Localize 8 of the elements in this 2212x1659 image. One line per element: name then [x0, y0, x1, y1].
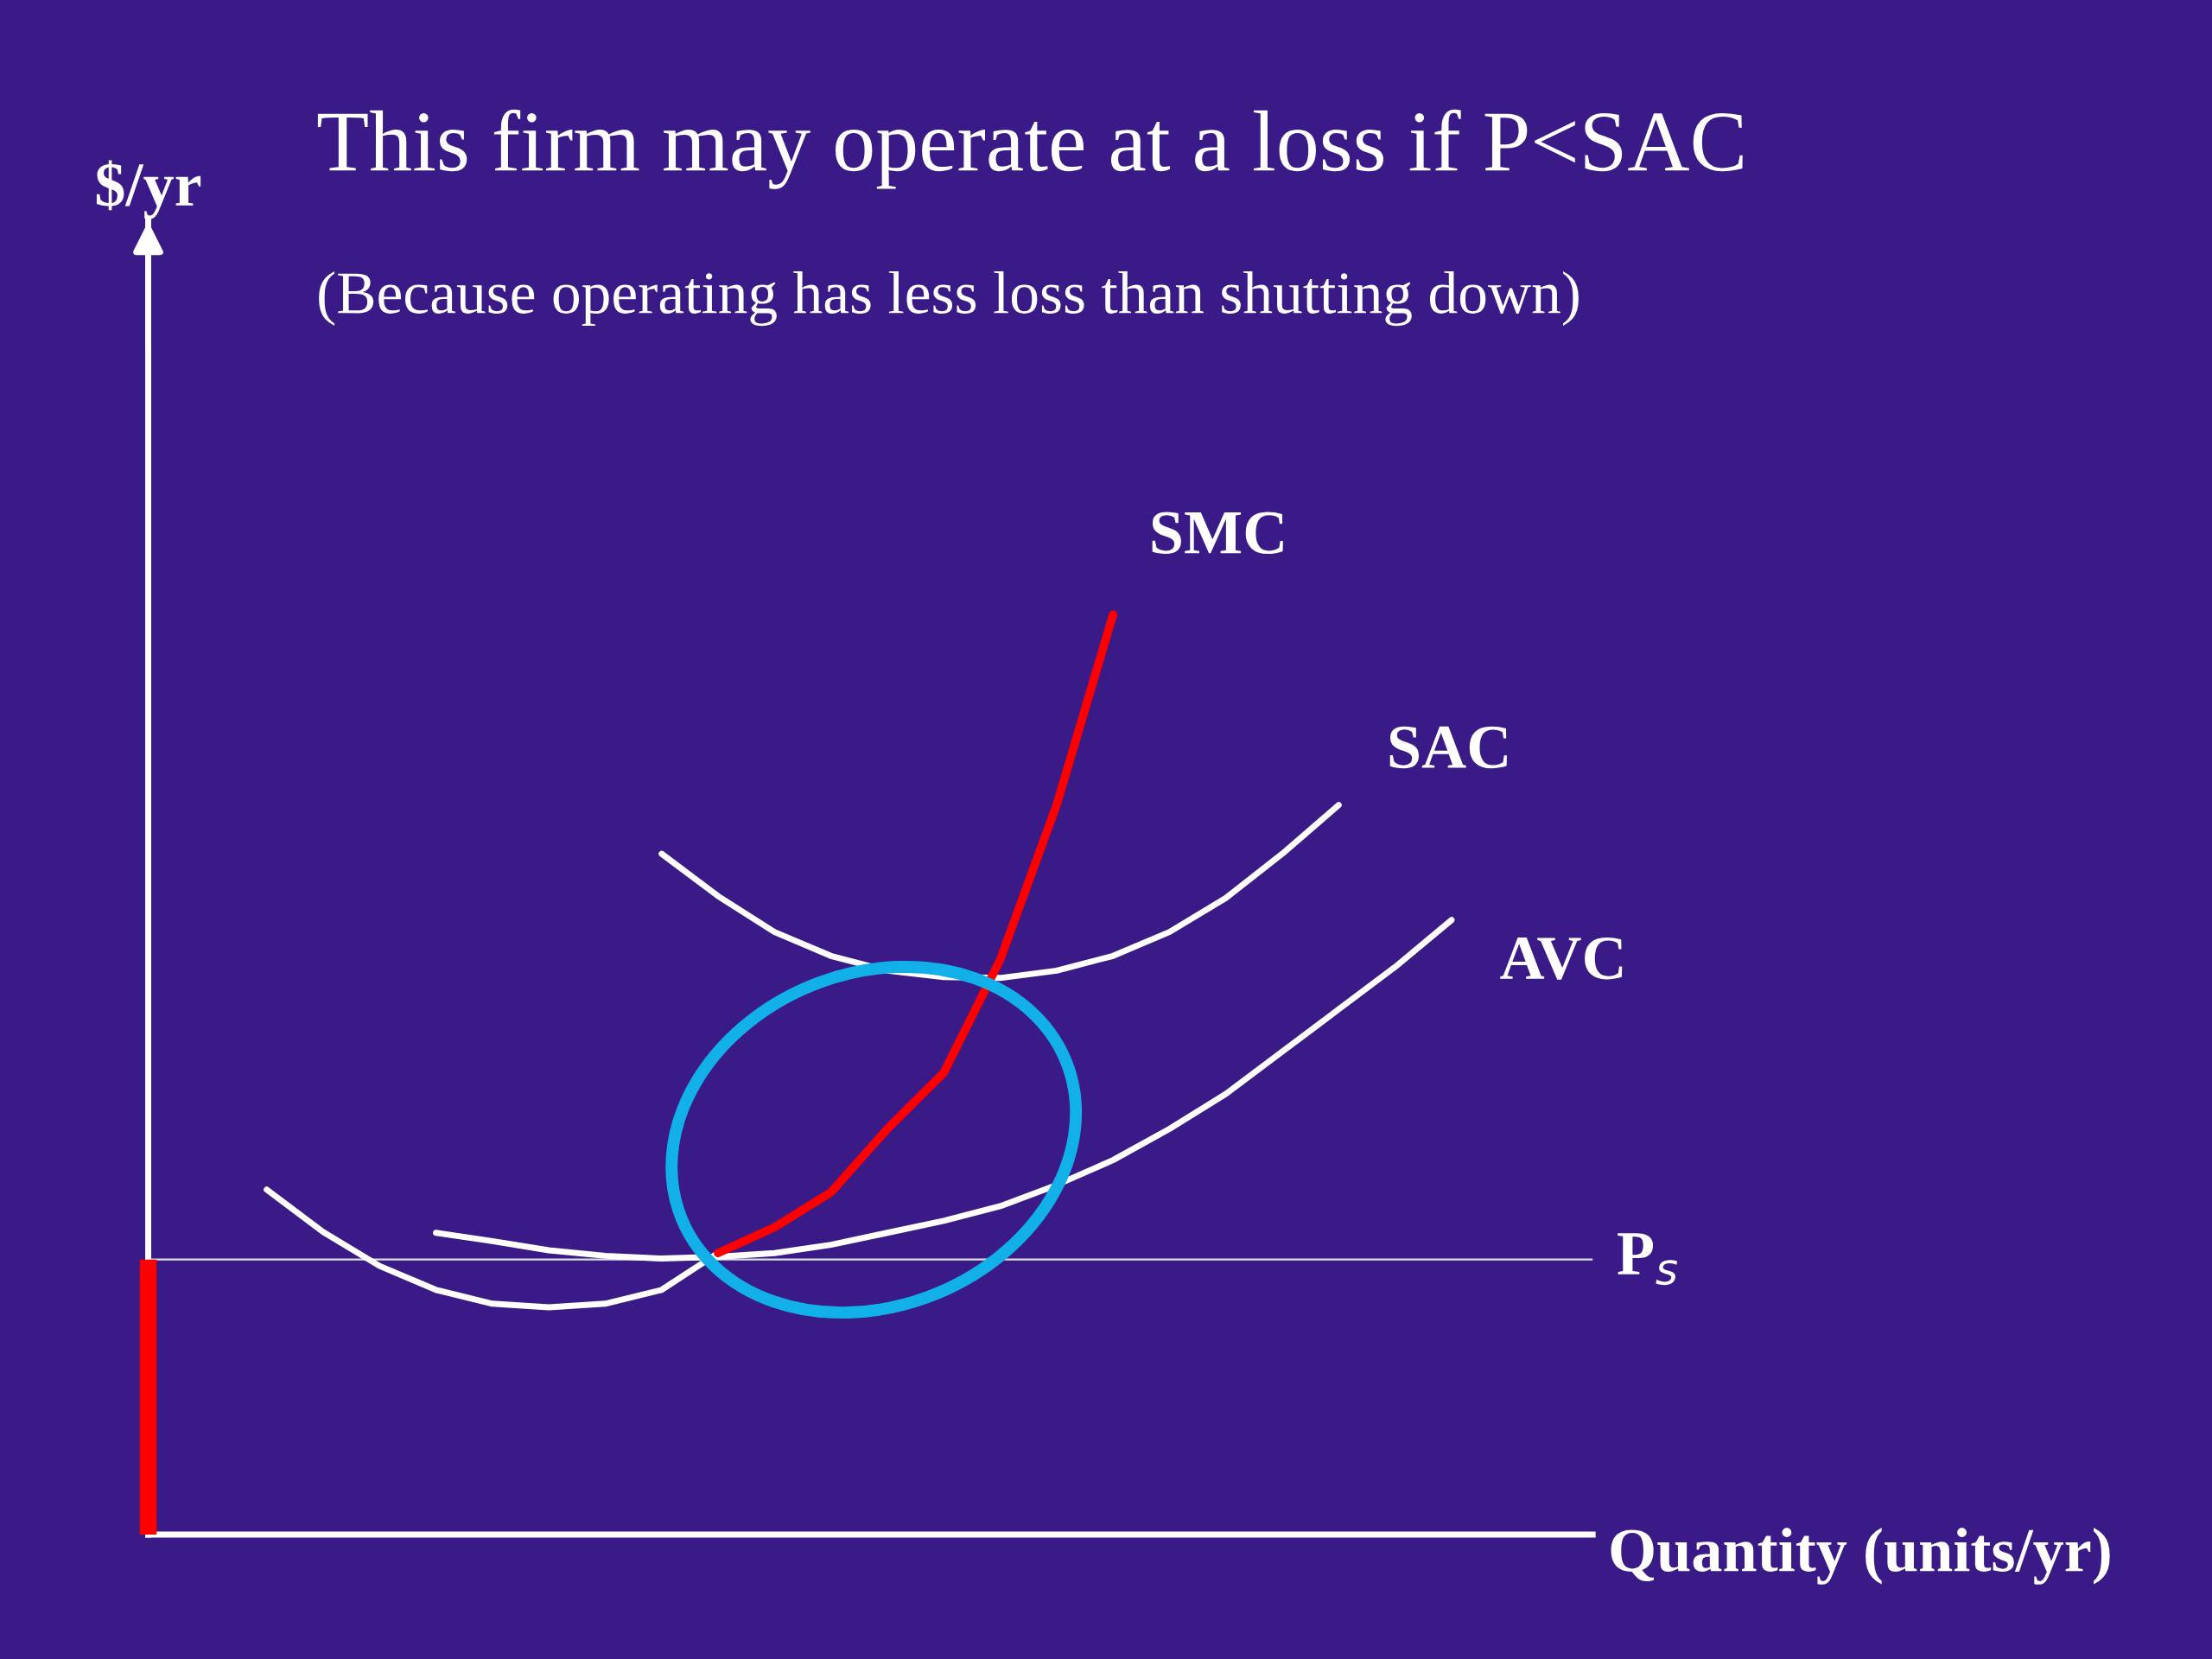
series-label: SAC	[1389, 726, 1507, 769]
series-label: SMC	[1152, 512, 1283, 555]
text: $/yr	[96, 160, 201, 219]
series-label: AVC	[1500, 937, 1623, 980]
chart-subtitle: (Because operating has less loss than shutting down)	[319, 271, 1579, 327]
chart-title: This firm may operate at a loss if P<SAC	[317, 109, 1743, 189]
ref-line-label: P$_{s}$	[1618, 1233, 1678, 1286]
x-axis-title: Quantity (units/yr)	[1611, 1528, 2110, 1585]
